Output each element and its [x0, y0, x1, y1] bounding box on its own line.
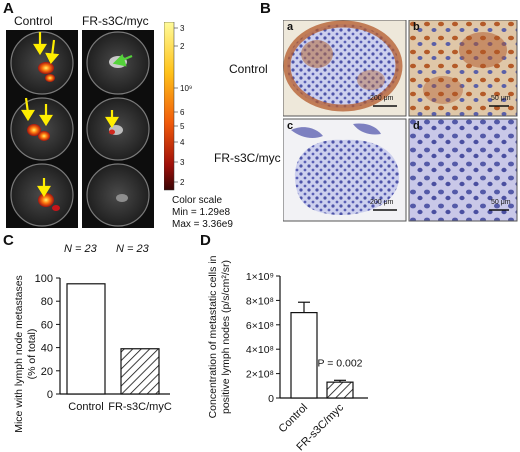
c-y-axis-label-line2: (% of total)	[26, 329, 38, 380]
scale-bar-a: 200 μm	[370, 95, 394, 102]
control-signal-spots	[27, 62, 60, 211]
panel-d-letter: D	[200, 232, 211, 249]
c-y-tick-label: 60	[41, 319, 53, 331]
c-x-tick-label: Control	[68, 401, 103, 413]
d-y-tick-label: 0	[268, 393, 274, 405]
panel-a-frs3c-label: FR-s3C/myc	[82, 14, 149, 28]
colorbar-min: Min = 1.29e8	[172, 207, 231, 218]
colorbar-tick-label: 10⁹	[180, 84, 192, 93]
panel-a-control-label: Control	[14, 14, 53, 28]
d-y-tick-label: 2×10⁸	[246, 369, 274, 381]
c-x-tick-label: FR-s3C/myC	[108, 401, 172, 413]
colorbar-tick-label: 4	[180, 138, 185, 147]
panel-c-letter: C	[3, 232, 14, 249]
panel-d-chart: 02×10⁸4×10⁸6×10⁸8×10⁸1×10⁹ControlFR-s3C/…	[207, 255, 368, 452]
d-y-tick-label: 8×10⁸	[246, 295, 274, 307]
panel-a-letter: A	[3, 0, 14, 17]
colorbar-tick-label: 2	[180, 178, 185, 187]
colorbar-gradient	[164, 22, 175, 191]
yellow-arrows	[21, 32, 119, 198]
c-bar-1	[120, 348, 160, 395]
panel-a-imaging	[6, 30, 154, 228]
scale-bar-d: 50 μm	[491, 199, 511, 206]
colorbar-tick-label: 3	[180, 24, 185, 33]
subpanel-d	[408, 118, 518, 222]
subpanel-a-label: a	[287, 21, 294, 33]
c-y-tick-label: 80	[41, 296, 53, 308]
scale-bar-lines	[373, 105, 509, 211]
subpanel-a	[283, 20, 407, 117]
c-y-tick-label: 0	[47, 389, 53, 401]
c-y-axis-label-line1: Mice with lymph node metastases	[13, 275, 25, 433]
subpanel-b	[408, 20, 518, 117]
colorbar-tick-label: 5	[180, 122, 185, 131]
panel-b-frs3c-label: FR-s3C/myc	[214, 151, 281, 165]
d-x-tick-label: Control	[277, 402, 311, 436]
colorbar-title: Color scale	[172, 195, 223, 206]
panel-a-colorbar: 3 2 10⁹ 6 5 4 3 2	[164, 22, 192, 191]
d-y-tick-label: 1×10⁹	[246, 271, 274, 283]
c-y-tick-label: 40	[41, 343, 53, 355]
panel-b-letter: B	[260, 0, 271, 17]
d-bar-0	[290, 311, 318, 399]
colorbar-tick-label: 2	[180, 42, 185, 51]
d-p-value: P = 0.002	[317, 357, 362, 369]
d-y-axis-label-line2: positive lymph nodes (p/s/cm²/sr)	[220, 260, 232, 414]
colorbar-tick-label: 6	[180, 108, 185, 117]
scale-bar-c: 200 μm	[370, 199, 394, 206]
panel-b-control-label: Control	[229, 62, 268, 76]
subpanel-c-label: c	[287, 120, 294, 132]
d-y-tick-label: 6×10⁸	[246, 320, 274, 332]
panel-b-histology	[283, 20, 518, 222]
subpanel-c	[283, 118, 407, 222]
colorbar-tick-label: 3	[180, 158, 185, 167]
c-bar-0	[66, 283, 106, 395]
colorbar-max: Max = 3.36e9	[172, 219, 233, 230]
panel-c-n-label-frs3c: N = 23	[116, 243, 149, 255]
green-arrow	[112, 53, 133, 67]
d-bar-1	[326, 381, 354, 399]
d-y-axis-label-line1: Concentration of metastatic cells in	[207, 255, 219, 418]
c-y-tick-label: 20	[41, 366, 53, 378]
subpanel-b-label: b	[413, 21, 420, 33]
panel-c-n-label-control: N = 23	[64, 243, 97, 255]
subpanel-d-label: d	[413, 120, 420, 132]
c-y-tick-label: 100	[35, 273, 53, 285]
d-y-tick-label: 4×10⁸	[246, 344, 274, 356]
panel-c-chart: 0 20 40 60 80 100 Control FR-s3C/myC Mice with l…	[13, 273, 172, 433]
scale-bar-b: 50 μm	[491, 95, 511, 102]
